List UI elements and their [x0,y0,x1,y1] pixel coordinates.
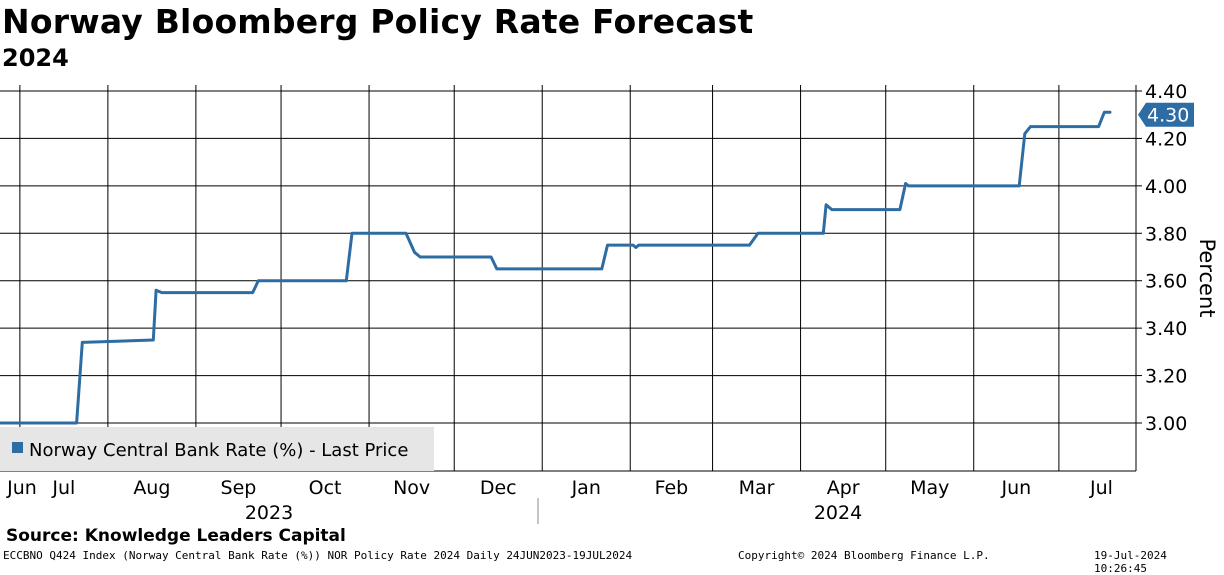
y-tick-label: 4.00 [1145,176,1187,198]
y-tick-label: 4.20 [1145,128,1187,150]
timestamp: 19-Jul-2024 10:26:45 [1094,549,1167,575]
y-tick-label: 3.00 [1145,413,1187,435]
year-label: 2024 [814,502,862,524]
x-tick-label: Aug [133,477,170,499]
legend-label: Norway Central Bank Rate (%) - Last Pric… [29,440,408,461]
tick-labels: 3.00 3.20 3.40 3.60 3.80 4.00 4.20 4.40 Jun Jul Au… [6,81,1219,524]
x-tick-label: Jul [51,477,75,499]
grid-lines [0,85,1136,471]
x-tick-label: Sep [221,477,257,499]
index-info: ECCBNO Q424 Index (Norway Central Bank R… [3,549,633,562]
chart-subtitle: 2024 [2,44,69,72]
legend-background [0,427,434,471]
y-tick-label: 4.40 [1145,81,1187,103]
x-tick-label: Feb [655,477,689,499]
x-tick-label: Dec [480,477,517,499]
copyright-note: Copyright© 2024 Bloomberg Finance L.P. [738,549,990,562]
y-tick-label: 3.80 [1145,223,1187,245]
x-tick-label: Nov [393,477,430,499]
y-tick-label: 3.20 [1145,366,1187,388]
x-tick-label: Jan [571,477,601,499]
last-value-badge [1138,102,1194,127]
x-tick-label: Oct [309,477,342,499]
x-tick-label: Mar [739,477,775,499]
legend: Norway Central Bank Rate (%) - Last Pric… [0,427,434,471]
last-value-label: 4.30 [1147,105,1189,127]
legend-swatch [12,442,23,453]
x-tick-label: Apr [827,477,860,499]
y-tick-label: 3.60 [1145,271,1187,293]
x-tick-label: Jun [1000,477,1031,499]
source-note: Source: Knowledge Leaders Capital [6,526,346,546]
y-axis-title: Percent [1195,238,1219,317]
series-lines [0,110,1112,425]
series-line [0,110,1112,425]
x-tick-label: May [910,477,949,499]
year-label: 2023 [245,502,293,524]
x-tick-label: Jul [1089,477,1113,499]
x-tick-label: Jun [6,477,37,499]
y-tick-label: 3.40 [1145,318,1187,340]
chart-title: Norway Bloomberg Policy Rate Forecast [2,2,754,41]
